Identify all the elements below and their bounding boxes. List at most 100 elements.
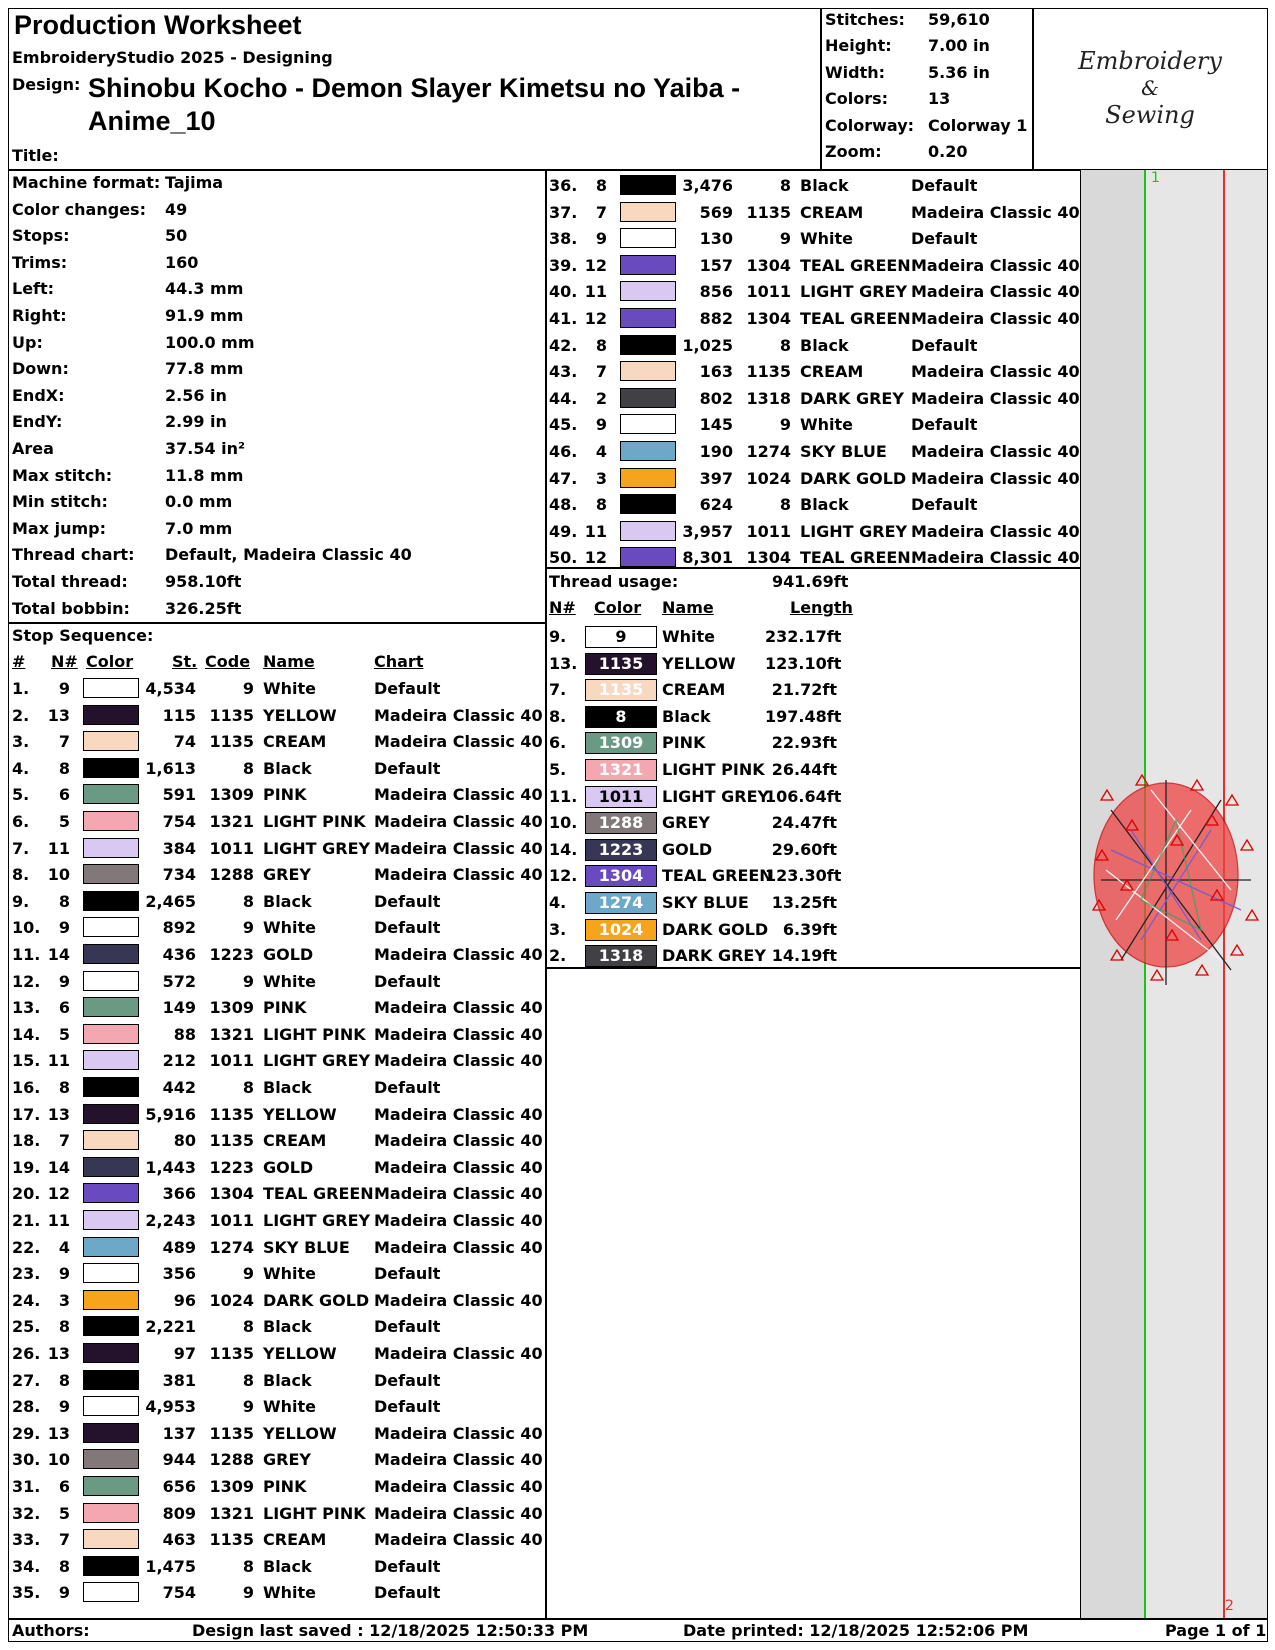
usage-needle: 7. bbox=[549, 680, 567, 700]
stop-color-swatch bbox=[83, 1369, 139, 1390]
usage-length: 26.44ft bbox=[771, 760, 837, 779]
stop-code: 1011 bbox=[209, 1051, 254, 1071]
stop-stitches: 366 bbox=[162, 1184, 196, 1204]
machine-info-label: Total bobbin: bbox=[12, 598, 130, 618]
stop-number: 37. bbox=[549, 202, 578, 222]
stop-color-swatch bbox=[83, 1236, 139, 1257]
stop-stitches: 397 bbox=[699, 468, 733, 488]
machine-info-value: 77.8 mm bbox=[165, 359, 244, 379]
stop-thread-name: PINK bbox=[263, 998, 307, 1018]
stop-row: 30. 10 944 1288 GREY Madeira Classic 40 bbox=[0, 1447, 543, 1473]
stop-row: 18. 7 80 1135 CREAM Madeira Classic 40 bbox=[0, 1128, 543, 1154]
thread-usage-row: 12. 1304 TEAL GREEN 123.30ft bbox=[545, 863, 845, 889]
stop-chart: Madeira Classic 40 bbox=[374, 865, 543, 885]
usage-header-name: Name bbox=[662, 598, 714, 617]
stop-thread-name: DARK GREY bbox=[800, 388, 904, 408]
stop-needle: 11 bbox=[584, 521, 607, 541]
stop-needle: 5 bbox=[58, 1024, 70, 1044]
usage-color-chip: 1223 bbox=[585, 838, 657, 861]
stop-number: 49. bbox=[549, 521, 578, 541]
stop-thread-name: CREAM bbox=[800, 202, 864, 222]
stop-stitches: 624 bbox=[699, 495, 733, 515]
stop-color-swatch bbox=[83, 1210, 139, 1230]
machine-info-value: 7.0 mm bbox=[165, 518, 233, 538]
stop-needle: 7 bbox=[58, 1131, 70, 1151]
machine-info-value: 50 bbox=[165, 226, 188, 246]
stop-chart: Default bbox=[911, 335, 978, 355]
stop-code: 8 bbox=[242, 1317, 254, 1337]
stop-code: 8 bbox=[242, 1078, 254, 1097]
stop-number: 8. bbox=[12, 865, 30, 885]
header-divider bbox=[8, 169, 1268, 171]
thread-usage-row: 2. 1318 DARK GREY 14.19ft bbox=[545, 943, 845, 969]
usage-needle: 3. bbox=[549, 919, 567, 939]
stop-color-swatch bbox=[620, 334, 676, 355]
usage-length: 123.10ft bbox=[765, 653, 842, 673]
stop-thread-name: Black bbox=[263, 1078, 312, 1097]
stop-needle: 11 bbox=[47, 1051, 70, 1071]
stop-code: 8 bbox=[242, 1370, 254, 1390]
stop-needle: 11 bbox=[47, 1211, 70, 1230]
machine-info-label: Machine format: bbox=[12, 173, 161, 192]
stop-needle: 8 bbox=[58, 1317, 70, 1337]
usage-thread-name: DARK GOLD bbox=[662, 919, 769, 939]
stop-row: 40. 11 856 1011 LIGHT GREY Madeira Class… bbox=[537, 279, 1080, 305]
stop-chart: Madeira Classic 40 bbox=[374, 945, 543, 964]
stop-thread-name: GREY bbox=[263, 865, 311, 885]
stop-needle: 6 bbox=[58, 1477, 70, 1496]
stop-number: 24. bbox=[12, 1290, 41, 1310]
stop-stitches: 1,475 bbox=[145, 1556, 196, 1576]
marker-top: 1 bbox=[1151, 170, 1160, 186]
stop-code: 1135 bbox=[209, 1344, 254, 1363]
stop-row: 8. 10 734 1288 GREY Madeira Classic 40 bbox=[0, 862, 543, 888]
machine-info-label: Min stitch: bbox=[12, 492, 108, 512]
stop-code: 1223 bbox=[209, 945, 254, 964]
stop-stitches: 1,613 bbox=[145, 758, 196, 778]
usage-thread-name: LIGHT PINK bbox=[662, 760, 765, 779]
stop-row: 43. 7 163 1135 CREAM Madeira Classic 40 bbox=[537, 359, 1080, 385]
thread-usage-label: Thread usage: bbox=[549, 572, 679, 591]
preview-left-border bbox=[1080, 169, 1082, 1619]
stop-row: 16. 8 442 8 Black Default bbox=[0, 1075, 540, 1101]
marker-bottom: 2 bbox=[1225, 1598, 1234, 1614]
stop-row: 2. 13 115 1135 YELLOW Madeira Classic 40 bbox=[0, 703, 543, 729]
machine-info-label: Down: bbox=[12, 359, 69, 379]
machine-info-value: Tajima bbox=[165, 173, 224, 192]
stop-code: 9 bbox=[242, 971, 254, 991]
usage-length: 21.72ft bbox=[771, 680, 837, 700]
summary-label: Width: bbox=[825, 62, 886, 82]
stop-code: 1318 bbox=[746, 388, 791, 408]
stop-code: 1309 bbox=[209, 785, 254, 805]
usage-color-chip: 1135 bbox=[585, 652, 657, 675]
stop-row: 22. 4 489 1274 SKY BLUE Madeira Classic … bbox=[0, 1235, 543, 1261]
stop-needle: 13 bbox=[47, 1423, 70, 1443]
stop-stitches: 212 bbox=[162, 1051, 196, 1071]
col-header-name: Name bbox=[263, 652, 315, 671]
stop-code: 8 bbox=[242, 891, 254, 911]
stop-row: 17. 13 5,916 1135 YELLOW Madeira Classic… bbox=[0, 1102, 543, 1128]
thread-usage-row: 5. 1321 LIGHT PINK 26.44ft bbox=[545, 757, 845, 783]
stop-needle: 13 bbox=[47, 705, 70, 725]
machine-info-label: Max jump: bbox=[12, 518, 107, 538]
stop-number: 13. bbox=[12, 998, 41, 1018]
usage-needle: 8. bbox=[549, 706, 567, 726]
stop-needle: 9 bbox=[595, 415, 607, 435]
stop-stitches: 442 bbox=[162, 1078, 196, 1097]
stop-code: 1011 bbox=[209, 838, 254, 858]
stop-color-swatch bbox=[83, 1582, 139, 1603]
stop-row: 32. 5 809 1321 LIGHT PINK Madeira Classi… bbox=[0, 1501, 543, 1527]
stop-code: 8 bbox=[779, 495, 791, 515]
stop-color-swatch bbox=[83, 1263, 139, 1284]
stop-color-swatch bbox=[620, 308, 676, 328]
stop-row: 46. 4 190 1274 SKY BLUE Madeira Classic … bbox=[537, 439, 1080, 465]
stop-thread-name: TEAL GREEN bbox=[800, 309, 911, 328]
stop-thread-name: PINK bbox=[263, 785, 307, 805]
stop-code: 1135 bbox=[746, 202, 791, 222]
title-label: Title: bbox=[12, 146, 59, 165]
stop-chart: Madeira Classic 40 bbox=[374, 1237, 543, 1257]
machine-info-label: Thread chart: bbox=[12, 545, 135, 565]
stop-needle: 6 bbox=[58, 785, 70, 805]
stop-number: 21. bbox=[12, 1211, 41, 1230]
usage-needle: 13. bbox=[549, 653, 578, 673]
stop-row: 36. 8 3,476 8 Black Default bbox=[537, 173, 1077, 199]
